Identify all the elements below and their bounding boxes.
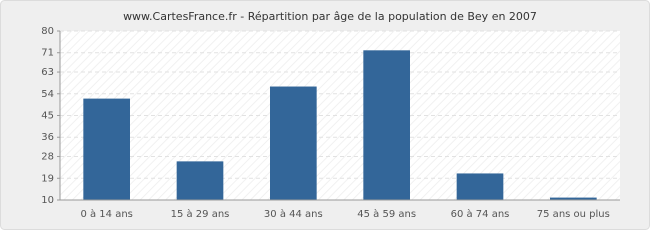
y-tick-label: 10: [41, 195, 54, 206]
x-tick-label: 15 à 29 ans: [171, 208, 230, 220]
x-tick-label: 75 ans ou plus: [537, 209, 610, 220]
x-tick-label: 60 à 74 ans: [451, 208, 510, 220]
y-tick-label: 19: [41, 173, 54, 184]
x-tick-label: 30 à 44 ans: [264, 208, 323, 220]
bar: [456, 173, 504, 200]
y-tick-label: 63: [41, 67, 54, 78]
chart: www.CartesFrance.fr - Répartition par âg…: [0, 0, 650, 230]
y-tick-label: 45: [41, 111, 54, 122]
chart-title: www.CartesFrance.fr - Répartition par âg…: [123, 10, 537, 23]
x-tick-label: 0 à 14 ans: [80, 208, 132, 220]
bar: [550, 197, 597, 200]
x-tick-label: 45 à 59 ans: [357, 208, 416, 220]
y-tick-label: 36: [41, 132, 54, 143]
bar: [270, 86, 317, 200]
y-tick-label: 71: [41, 48, 54, 59]
y-tick-label: 28: [41, 152, 54, 163]
y-tick-label: 54: [41, 89, 54, 100]
y-tick-label: 80: [41, 26, 54, 37]
bar: [83, 98, 130, 200]
bar: [176, 161, 224, 200]
bar: [363, 50, 410, 200]
